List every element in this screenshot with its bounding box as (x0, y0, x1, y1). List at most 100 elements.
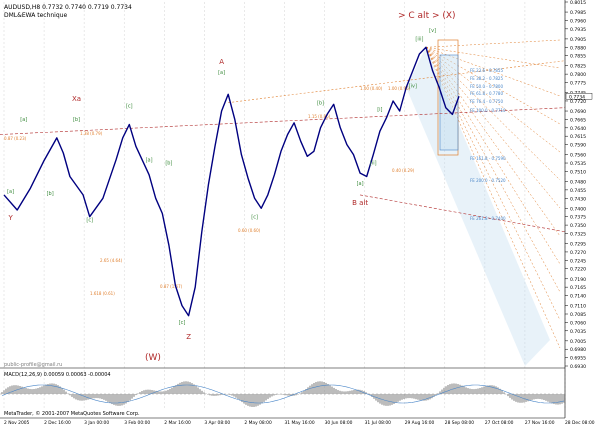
x-tick-label: 2 Nov 2005 (4, 420, 30, 426)
price-series (3, 46, 460, 317)
wave-degree-label: B alt (352, 199, 368, 207)
fib-label: FE 61.8 - 0.7780 (470, 91, 503, 96)
y-tick-label: 0.7935 (570, 27, 586, 33)
y-tick-label: 0.7720 (570, 99, 586, 105)
wave-label: [a] (357, 181, 364, 187)
fib-label: 1.38 (0.79) (80, 131, 103, 136)
y-tick-label: 0.7245 (570, 258, 586, 264)
y-tick-label: 0.7905 (570, 37, 586, 43)
y-tick-label: 0.7165 (570, 285, 586, 291)
wave-label: [a] (218, 70, 225, 76)
wave-label: [iv] (409, 84, 417, 90)
fib-fan-line (425, 47, 561, 181)
wave-label: [a] (7, 189, 14, 195)
fib-label: FE 38.2 - 0.7825 (470, 76, 503, 81)
macd-signal (1, 384, 565, 404)
y-tick-label: 0.7060 (570, 320, 586, 326)
target-box-inner (439, 54, 459, 151)
x-tick-label: 2 Dec 16:00 (44, 420, 71, 426)
last-price-tag (565, 93, 593, 100)
wave-label: [b] (165, 161, 172, 167)
y-tick-label: 0.7615 (570, 134, 586, 140)
wave-labels: [a] [b] [c] [a] [b] [c] [a] [b] [c] [a] [b] [c] [a] [… (7, 28, 436, 341)
technique-label: DML&EWA technique (4, 12, 67, 19)
channel-line (228, 60, 566, 103)
y-tick-label: 0.7560 (570, 153, 586, 159)
x-tick-label: 28 Sep 08:00 (445, 420, 475, 426)
x-tick-label: 31 Jul 08:00 (365, 420, 392, 426)
fib-fan-line (425, 47, 561, 293)
y-tick-label: 0.7190 (570, 277, 586, 283)
analysis-overlays: 0.87 (0.23) 1.38 (0.79) 2.65 (4.64) 1.618 (… (0, 39, 566, 367)
y-tick-label: 0.7350 (570, 223, 586, 229)
y-tick-label: 0.7480 (570, 179, 586, 185)
y-axis: 0.8015 0.7985 0.7960 0.7935 0.7905 0.7880 0.78… (564, 0, 593, 418)
macd-panel (0, 367, 565, 407)
price-line (3, 46, 460, 317)
symbol-line: AUDUSD,H8 0.7732 0.7740 0.7719 0.7734 (4, 4, 132, 11)
wave-label: [b] (47, 191, 54, 197)
y-tick-label: 0.7985 (570, 10, 586, 16)
wave-label: [b] (73, 117, 80, 123)
y-tick-label: 0.7035 (570, 329, 586, 335)
y-tick-label: 0.7590 (570, 143, 586, 149)
fib-fan-line (425, 47, 561, 265)
y-tick-label: 0.7455 (570, 188, 586, 194)
y-tick-label: 0.7220 (570, 267, 586, 273)
fib-label: 0.60 (0.60) (238, 228, 261, 233)
fib-label: FE 100.0 - 0.7710 (470, 108, 506, 113)
fib-fan-line (425, 47, 561, 237)
y-tick-label: 0.7825 (570, 64, 586, 70)
wave-degree-label: A (219, 58, 224, 66)
credit-label: public-profile@gmail.ru (4, 362, 62, 368)
fib-label: 2.65 (4.64) (100, 258, 123, 263)
y-tick-label: 0.7640 (570, 126, 586, 132)
wave-label: [ii] (370, 161, 377, 167)
fib-fan-line (425, 47, 561, 349)
x-tick-label: 2 Mar 16:00 (164, 420, 191, 426)
y-tick-label: 0.7325 (570, 231, 586, 237)
wave-label: [v] (429, 28, 436, 34)
y-tick-label: 0.7510 (570, 169, 586, 175)
y-tick-label: 0.7775 (570, 81, 586, 87)
wave-label: [c] (86, 218, 93, 224)
fib-label: 1.15 (0.86) (308, 114, 331, 119)
wave-label: [c] (251, 214, 258, 220)
y-tick-label: 0.7880 (570, 45, 586, 51)
x-tick-label: 28 Dec 08:00 (565, 420, 595, 426)
y-tick-label: 0.7005 (570, 339, 586, 345)
last-price-label: 0.7734 (569, 94, 585, 100)
fib-label: FE 161.8 - 0.7590 (470, 156, 506, 161)
fib-label: 1.618 (0.61) (90, 291, 115, 296)
y-tick-label: 0.6980 (570, 347, 586, 353)
fib-label: 0.40 (0.29) (392, 168, 415, 173)
x-tick-label: 27 Oct 08:00 (485, 420, 514, 426)
wave-degree-label: Z (186, 333, 191, 341)
channel-line (0, 107, 566, 135)
y-tick-label: 0.7960 (570, 18, 586, 24)
wave-label: [c] (179, 320, 186, 326)
y-tick-label: 0.7690 (570, 109, 586, 115)
macd-label: MACD(12,26,9) 0.00059 0.00063 -0.00004 (4, 372, 111, 378)
wave-label: [a] (146, 157, 153, 163)
x-tick-label: 29 Aug 16:00 (405, 420, 435, 426)
wave-label: [b] (317, 100, 324, 106)
fib-label: 0.87 (1.67) (160, 284, 183, 289)
fib-label: FE 261.8 - 0.7400 (470, 216, 506, 221)
fib-label: 1.00 (0.96) (388, 86, 411, 91)
x-tick-label: 27 Nov 16:00 (525, 420, 555, 426)
copyright-label: MetaTrader, © 2001-2007 MetaQuotes Softw… (4, 410, 140, 417)
y-tick-label: 0.7430 (570, 196, 586, 202)
watermark-bottom: (W) (145, 353, 161, 363)
x-tick-label: 3 Feb 00:00 (124, 420, 150, 426)
y-tick-label: 0.6930 (570, 364, 586, 370)
wave-label: [iii] (415, 37, 423, 43)
fib-fan-line (425, 47, 561, 153)
wave-degree-label: Xa (72, 95, 81, 103)
y-tick-label: 0.7140 (570, 294, 586, 300)
x-tick-label: 3 Jan 00:00 (84, 420, 109, 426)
fib-label: 0.87 (0.23) (4, 136, 27, 141)
x-tick-label: 3 Apr 08:00 (204, 420, 230, 426)
